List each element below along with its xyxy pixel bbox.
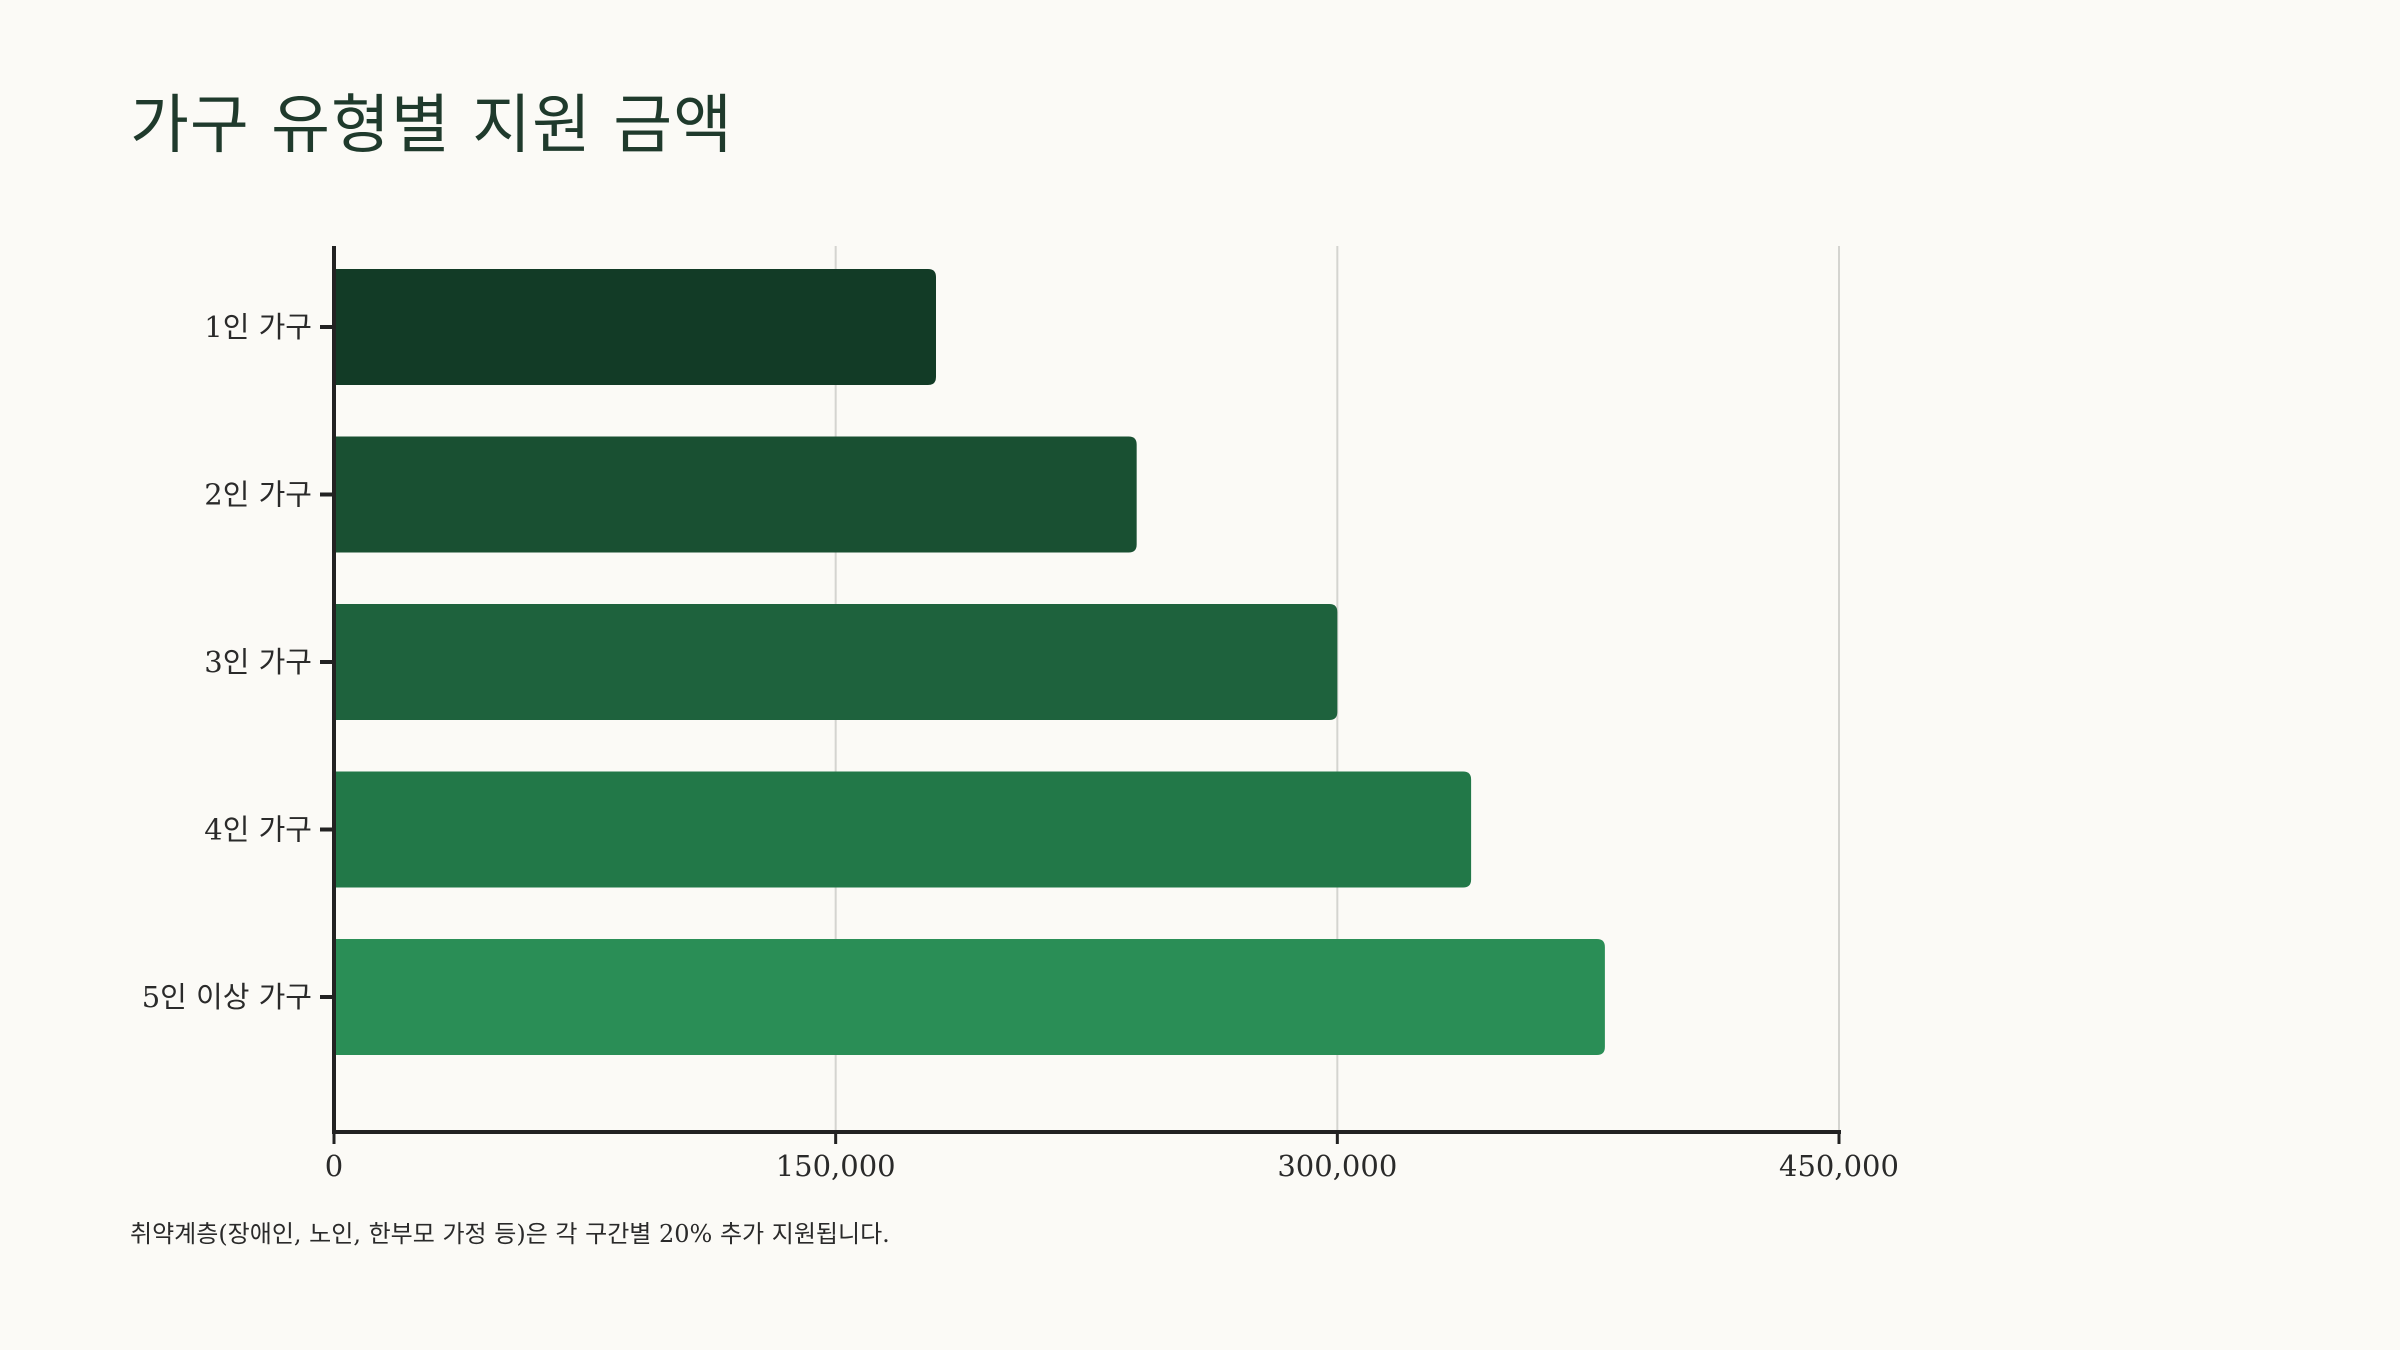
x-tick-label-1: 150,000: [776, 1149, 896, 1183]
category-label-1: 1인 가구: [204, 310, 312, 344]
category-label-3: 3인 가구: [204, 645, 312, 679]
bars: [334, 269, 1605, 1055]
footnote: 취약계층(장애인, 노인, 한부모 가정 등)은 각 구간별 20% 추가 지원…: [130, 1220, 890, 1248]
x-tick-label-0: 0: [325, 1149, 343, 1183]
bar-4: [334, 771, 1472, 888]
axes: [320, 246, 1841, 1144]
category-label-4: 4인 가구: [204, 813, 312, 847]
bar-1: [334, 269, 936, 385]
bar-5: [334, 939, 1605, 1055]
category-label-5: 5인 이상 가구: [142, 980, 312, 1014]
bar-3: [334, 604, 1338, 720]
x-tick-label-2: 300,000: [1277, 1149, 1397, 1183]
x-tick-label-3: 450,000: [1779, 1149, 1899, 1183]
category-label-2: 2인 가구: [204, 478, 312, 512]
chart-title: 가구 유형별 지원 금액: [130, 89, 733, 163]
labels: 0 150,000 300,000 450,000 1인 가구 2인 가구 3인 가구 4인 …: [142, 310, 1899, 1183]
bar-2: [334, 436, 1137, 553]
